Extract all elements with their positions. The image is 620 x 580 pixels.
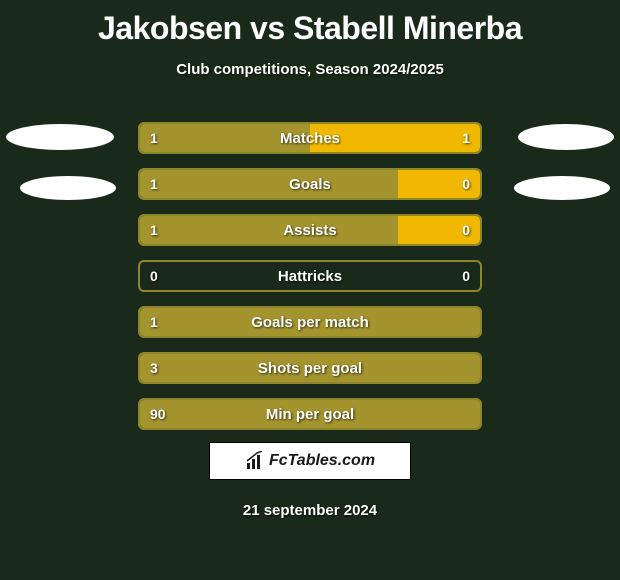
bar-left-fill bbox=[140, 308, 480, 336]
bar-left-fill bbox=[140, 170, 398, 198]
player-badge-right-2 bbox=[514, 176, 610, 200]
date-label: 21 september 2024 bbox=[0, 502, 620, 519]
bar-value-left: 3 bbox=[150, 354, 158, 382]
bar-left-fill bbox=[140, 216, 398, 244]
bar-value-right: 0 bbox=[462, 216, 470, 244]
bar-value-left: 1 bbox=[150, 216, 158, 244]
player-badge-left-2 bbox=[20, 176, 116, 200]
subtitle: Club competitions, Season 2024/2025 bbox=[0, 61, 620, 78]
chart-icon bbox=[245, 451, 265, 471]
page-title: Jakobsen vs Stabell Minerba bbox=[0, 0, 620, 47]
logo-box: FcTables.com bbox=[209, 442, 411, 480]
stat-bar: 3Shots per goal bbox=[138, 352, 482, 384]
player-badge-right-1 bbox=[518, 124, 614, 150]
player-badge-left-1 bbox=[6, 124, 114, 150]
bar-value-left: 1 bbox=[150, 170, 158, 198]
bar-left-fill bbox=[140, 354, 480, 382]
bar-left-fill bbox=[140, 400, 480, 428]
stat-bar: 0 0Hattricks bbox=[138, 260, 482, 292]
stat-bar: 10Goals bbox=[138, 168, 482, 200]
bar-left-fill bbox=[140, 124, 310, 152]
comparison-bars: 11Matches10Goals10Assists00Hattricks1Goa… bbox=[138, 122, 482, 444]
bar-value-right: 0 bbox=[462, 170, 470, 198]
stat-bar: 10Assists bbox=[138, 214, 482, 246]
stat-bar: 11Matches bbox=[138, 122, 482, 154]
logo-text: FcTables.com bbox=[269, 452, 375, 470]
stat-bar: 90Min per goal bbox=[138, 398, 482, 430]
bar-value-left: 1 bbox=[150, 124, 158, 152]
bar-right-fill bbox=[310, 124, 480, 152]
bar-label: Hattricks bbox=[140, 262, 480, 290]
bar-value-left: 1 bbox=[150, 308, 158, 336]
bar-value-right: 0 bbox=[462, 262, 470, 290]
bar-value-left: 90 bbox=[150, 400, 166, 428]
stat-bar: 1Goals per match bbox=[138, 306, 482, 338]
bar-value-right: 1 bbox=[462, 124, 470, 152]
bar-value-left: 0 bbox=[150, 262, 158, 290]
